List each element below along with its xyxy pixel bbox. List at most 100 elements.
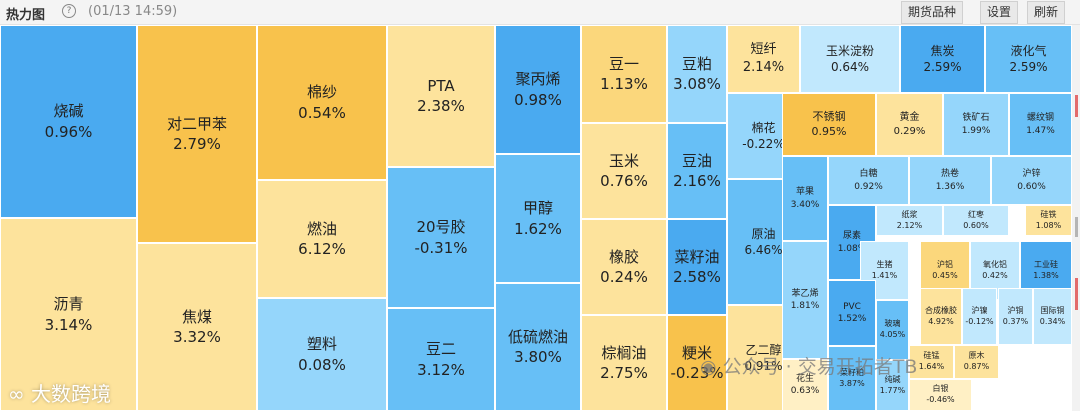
heatmap-cell[interactable]: 沪铜 0.37%	[998, 288, 1033, 345]
heatmap-cell[interactable]: 白糖 0.92%	[828, 156, 909, 205]
heatmap-cell[interactable]: 豆一 1.13%	[581, 25, 667, 123]
cell-change: 1.36%	[935, 181, 965, 192]
page-title: 热力图	[6, 8, 46, 23]
cell-change: 1.13%	[600, 75, 648, 93]
scroll-marker-red	[1075, 278, 1078, 310]
cell-name: 硅铁	[1040, 209, 1057, 219]
cell-name: 豆一	[608, 54, 639, 73]
heatmap-cell[interactable]: 沪锌 0.60%	[991, 156, 1072, 205]
heatmap-cell[interactable]: 菜籽油 2.58%	[667, 219, 727, 315]
cell-name: 热卷	[940, 169, 959, 180]
heatmap-cell[interactable]: 硅锰 1.64%	[909, 345, 954, 379]
futures-list-button[interactable]: 期货品种	[901, 1, 964, 24]
heatmap-cell[interactable]: 甲醇 1.62%	[495, 154, 581, 283]
cell-name: 黄金	[899, 112, 920, 123]
heatmap-cell[interactable]: 烧碱 0.96%	[0, 25, 137, 218]
cell-name: 低硫燃油	[507, 327, 568, 346]
heatmap-cell[interactable]: 螺纹钢 1.47%	[1009, 93, 1072, 156]
heatmap-cell[interactable]: 硅铁 1.08%	[1025, 205, 1072, 236]
cell-change: 0.08%	[298, 355, 346, 374]
cell-change: 0.87%	[963, 362, 990, 371]
cell-name: 国际铜	[1040, 305, 1065, 315]
heatmap-cell[interactable]: 玉米淀粉 0.64%	[800, 25, 900, 93]
heatmap-cell[interactable]: 沥青 3.14%	[0, 218, 137, 411]
heatmap-cell[interactable]: 白银 -0.46%	[909, 379, 972, 411]
heatmap-cell[interactable]: 焦炭 2.59%	[900, 25, 985, 93]
heatmap-cell[interactable]: 沪镍 -0.12%	[962, 288, 997, 345]
heatmap-cell[interactable]: 国际铜 0.34%	[1033, 288, 1072, 345]
heatmap-cell[interactable]: 20号胶 -0.31%	[387, 167, 495, 308]
heatmap-cell[interactable]: 棉纱 0.54%	[257, 25, 387, 180]
heatmap-cell[interactable]: PTA 2.38%	[387, 25, 495, 167]
refresh-button[interactable]: 刷新	[1027, 1, 1066, 24]
cell-name: 焦炭	[930, 43, 955, 58]
heatmap-cell[interactable]: 合成橡胶 4.92%	[920, 288, 962, 345]
cell-name: 白糖	[859, 169, 878, 180]
help-icon[interactable]: ?	[62, 4, 76, 18]
heatmap-cell[interactable]: 豆二 3.12%	[387, 308, 495, 411]
cell-name: 焦煤	[181, 307, 212, 326]
heatmap-cell[interactable]: 菜籽粕 3.87%	[828, 346, 876, 411]
heatmap-grid: 烧碱 0.96% 沥青 3.14% 对二甲苯 2.79% 焦煤 3.32% 棉纱 0.54% 燃油 6…	[0, 25, 1072, 411]
heatmap-cell[interactable]: 塑料 0.08%	[257, 298, 387, 411]
heatmap-cell[interactable]: 焦煤 3.32%	[137, 243, 257, 411]
cell-change: 1.41%	[871, 270, 898, 280]
heatmap-cell[interactable]: PVC 1.52%	[828, 280, 876, 346]
heatmap-cell[interactable]: 粳米 -0.23%	[667, 315, 727, 411]
heatmap-cell[interactable]: 热卷 1.36%	[909, 156, 991, 205]
cell-name: PVC	[843, 301, 861, 312]
cell-change: 2.38%	[417, 97, 465, 115]
cell-name: 工业硅	[1034, 259, 1058, 269]
cell-change: 0.92%	[854, 181, 883, 192]
heatmap-cell[interactable]: 铁矿石 1.99%	[943, 93, 1009, 156]
heatmap-cell[interactable]: 聚丙烯 0.98%	[495, 25, 581, 154]
cell-change: 3.87%	[839, 378, 865, 388]
cell-name: 甲醇	[522, 199, 553, 218]
heatmap-cell[interactable]: 纸浆 2.12%	[876, 205, 943, 236]
heatmap-cell[interactable]: 豆粕 3.08%	[667, 25, 727, 123]
cell-change: 0.98%	[514, 90, 562, 109]
cell-change: 1.52%	[837, 314, 867, 324]
heatmap-cell[interactable]: 燃油 6.12%	[257, 180, 387, 298]
cell-change: -0.31%	[414, 238, 468, 257]
heatmap-cell[interactable]: 短纤 2.14%	[727, 25, 800, 93]
watermark-left: ∞ 大数跨境	[8, 382, 112, 406]
cell-name: 棉纱	[306, 83, 337, 102]
heatmap-cell[interactable]: 液化气 2.59%	[985, 25, 1072, 93]
heatmap-cell[interactable]: 苯乙烯 1.81%	[782, 241, 828, 359]
heatmap-cell[interactable]: 低硫燃油 3.80%	[495, 283, 581, 411]
heatmap-cell[interactable]: 玻璃 4.05%	[876, 300, 909, 360]
cell-change: 2.79%	[173, 135, 221, 153]
heatmap-cell[interactable]: 玉米 0.76%	[581, 123, 667, 219]
cell-change: 1.38%	[1033, 270, 1059, 280]
cell-name: 20号胶	[416, 218, 466, 237]
heatmap-header: 热力图 ? (01/13 14:59) 期货品种 设置 刷新	[0, 0, 1080, 25]
heatmap-cell[interactable]: 花生 0.63%	[782, 359, 828, 411]
cell-change: 3.80%	[514, 348, 562, 366]
heatmap-cell[interactable]: 对二甲苯 2.79%	[137, 25, 257, 243]
cell-name: 纸浆	[901, 209, 918, 219]
cell-change: 0.64%	[830, 60, 870, 74]
heatmap-cell[interactable]: 红枣 0.60%	[943, 205, 1009, 236]
cell-change: 1.77%	[879, 385, 906, 395]
heatmap-cell[interactable]: 原木 0.87%	[954, 345, 999, 379]
heatmap-cell[interactable]: 纯碱 1.77%	[876, 360, 909, 411]
heatmap-cell[interactable]: 橡胶 0.24%	[581, 219, 667, 315]
cell-change: 0.76%	[600, 172, 648, 190]
cell-name: 尿素	[842, 231, 861, 242]
heatmap-cell[interactable]: 黄金 0.29%	[876, 93, 943, 156]
heatmap-cell[interactable]: 棕榈油 2.75%	[581, 315, 667, 411]
cell-change: 0.96%	[44, 122, 93, 141]
scroll-marker-gray	[1075, 217, 1078, 237]
cell-name: 沥青	[53, 295, 84, 314]
heatmap-cell[interactable]: 豆油 2.16%	[667, 123, 727, 219]
cell-change: 6.12%	[298, 240, 346, 258]
cell-name: 不锈钢	[812, 109, 846, 123]
cell-name: 沪镍	[971, 305, 988, 315]
settings-button[interactable]: 设置	[980, 1, 1019, 24]
cell-change: 0.60%	[1017, 181, 1046, 192]
cell-name: 豆粕	[681, 54, 712, 73]
cell-name: 沪铜	[1007, 305, 1024, 315]
heatmap-cell[interactable]: 苹果 3.40%	[782, 156, 828, 241]
heatmap-cell[interactable]: 不锈钢 0.95%	[782, 93, 876, 156]
